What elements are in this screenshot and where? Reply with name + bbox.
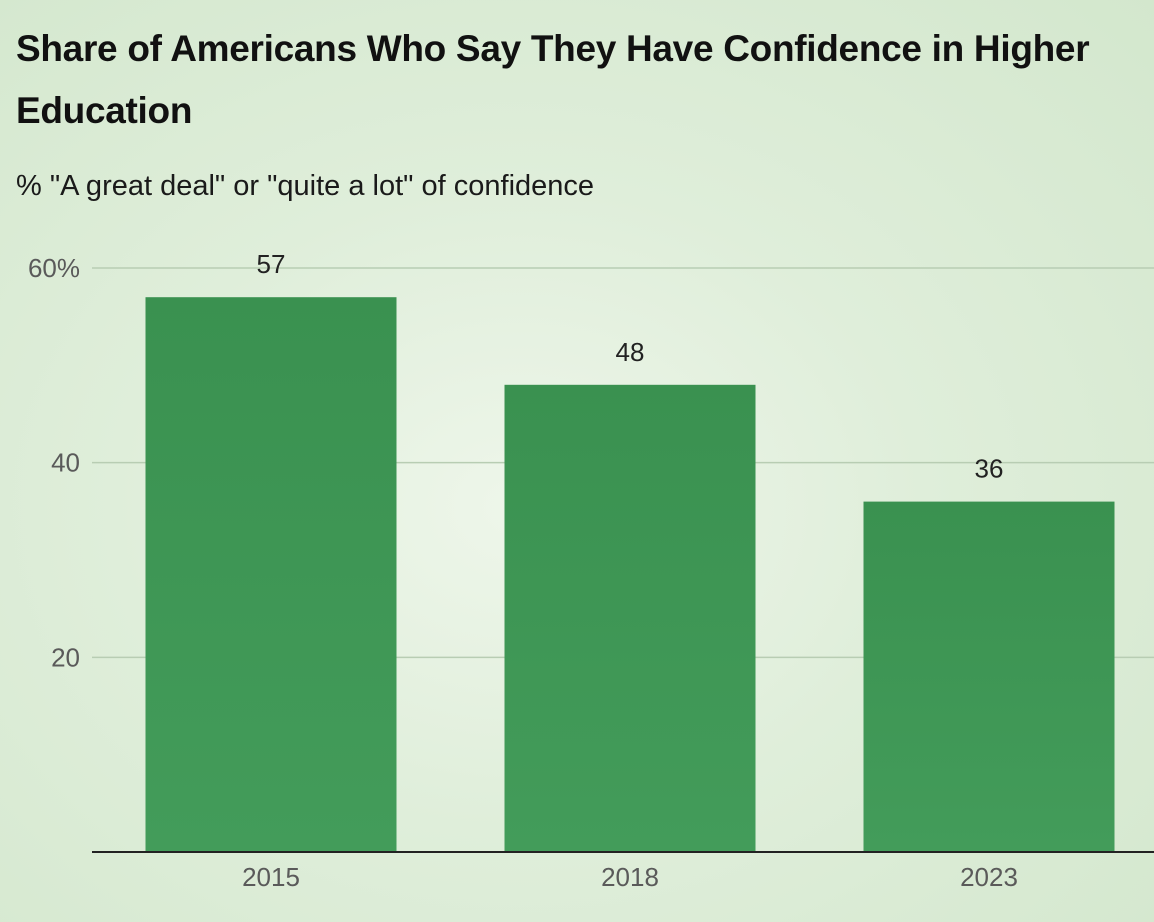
bar-2023	[863, 501, 1115, 852]
x-tick-label: 2023	[960, 862, 1018, 892]
x-tick-label: 2018	[601, 862, 659, 892]
x-tick-label: 2015	[242, 862, 300, 892]
data-label: 36	[975, 454, 1004, 484]
bar-2018	[504, 384, 756, 852]
chart-title: Share of Americans Who Say They Have Con…	[16, 28, 1090, 131]
y-tick-label: 20	[51, 642, 80, 672]
data-label: 57	[257, 249, 286, 279]
chart-subtitle: % "A great deal" or "quite a lot" of con…	[16, 170, 595, 202]
data-label: 48	[616, 337, 645, 367]
y-tick-label: 60%	[28, 253, 80, 283]
y-tick-label: 40	[51, 448, 80, 478]
bar-2015	[145, 297, 397, 852]
